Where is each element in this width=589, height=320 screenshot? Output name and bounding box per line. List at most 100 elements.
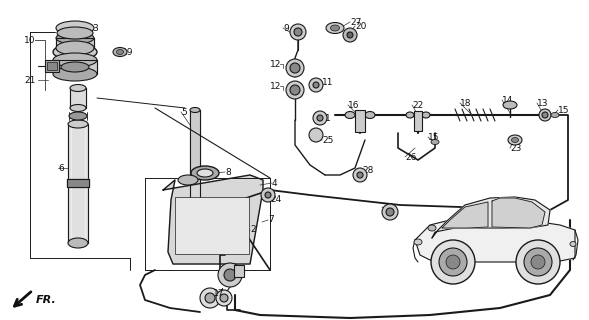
Ellipse shape	[68, 120, 88, 128]
Text: 13: 13	[537, 99, 548, 108]
Polygon shape	[442, 202, 488, 228]
Ellipse shape	[70, 84, 86, 92]
Ellipse shape	[503, 101, 517, 109]
Circle shape	[286, 59, 304, 77]
Circle shape	[439, 248, 467, 276]
Text: 23: 23	[510, 143, 521, 153]
Circle shape	[539, 109, 551, 121]
Text: 18: 18	[460, 99, 472, 108]
Ellipse shape	[326, 22, 344, 34]
Circle shape	[290, 24, 306, 40]
Ellipse shape	[570, 242, 576, 246]
Polygon shape	[67, 179, 89, 187]
Ellipse shape	[70, 105, 86, 111]
Ellipse shape	[345, 111, 355, 118]
Circle shape	[220, 294, 228, 302]
Text: 28: 28	[362, 165, 373, 174]
Text: 16: 16	[348, 100, 359, 109]
Text: 8: 8	[225, 167, 231, 177]
Ellipse shape	[56, 41, 94, 55]
Ellipse shape	[406, 112, 414, 118]
Circle shape	[382, 204, 398, 220]
Ellipse shape	[508, 135, 522, 145]
Ellipse shape	[117, 50, 124, 54]
Bar	[175, 197, 249, 254]
Text: 20: 20	[355, 21, 366, 30]
Bar	[355, 110, 365, 132]
Text: 2: 2	[250, 226, 256, 235]
Text: 15: 15	[428, 132, 439, 141]
Circle shape	[290, 63, 300, 73]
Text: 10: 10	[24, 36, 35, 44]
Ellipse shape	[190, 212, 200, 218]
Ellipse shape	[56, 32, 94, 44]
Ellipse shape	[178, 175, 198, 185]
Polygon shape	[68, 124, 88, 243]
Circle shape	[353, 168, 367, 182]
Text: 24: 24	[270, 196, 282, 204]
Text: 14: 14	[502, 95, 514, 105]
Polygon shape	[190, 110, 200, 215]
Bar	[47, 62, 57, 70]
Circle shape	[294, 28, 302, 36]
Polygon shape	[492, 198, 545, 228]
Ellipse shape	[69, 112, 87, 120]
Ellipse shape	[53, 67, 97, 81]
Ellipse shape	[56, 21, 94, 35]
Circle shape	[446, 255, 460, 269]
Polygon shape	[56, 38, 94, 48]
Polygon shape	[163, 175, 263, 264]
Text: 5: 5	[181, 108, 187, 116]
Circle shape	[261, 188, 275, 202]
Circle shape	[542, 112, 548, 118]
Polygon shape	[70, 88, 86, 108]
Circle shape	[224, 269, 236, 281]
Circle shape	[516, 240, 560, 284]
Ellipse shape	[428, 225, 436, 231]
Text: 3: 3	[92, 23, 98, 33]
Text: 22: 22	[412, 100, 423, 109]
Ellipse shape	[57, 27, 93, 39]
Text: 1: 1	[325, 114, 331, 123]
Text: 20: 20	[382, 203, 393, 212]
Ellipse shape	[61, 62, 89, 72]
Text: 12: 12	[270, 60, 282, 68]
Bar	[414, 111, 422, 131]
Circle shape	[317, 115, 323, 121]
Text: 19: 19	[122, 47, 134, 57]
Ellipse shape	[113, 47, 127, 57]
Ellipse shape	[197, 169, 213, 177]
Circle shape	[218, 263, 242, 287]
Circle shape	[386, 208, 394, 216]
Ellipse shape	[53, 53, 97, 67]
Ellipse shape	[191, 166, 219, 180]
Ellipse shape	[414, 239, 422, 245]
Polygon shape	[53, 60, 97, 74]
Text: FR.: FR.	[36, 295, 57, 305]
Ellipse shape	[68, 238, 88, 248]
Circle shape	[205, 293, 215, 303]
Circle shape	[531, 255, 545, 269]
Text: 27: 27	[350, 18, 362, 27]
Ellipse shape	[551, 113, 559, 117]
Text: 12: 12	[270, 82, 282, 91]
Circle shape	[200, 288, 220, 308]
Ellipse shape	[190, 108, 200, 113]
Text: 7: 7	[268, 215, 274, 225]
Circle shape	[347, 32, 353, 38]
Ellipse shape	[53, 44, 97, 60]
Bar	[234, 265, 244, 277]
Circle shape	[309, 128, 323, 142]
Text: 6: 6	[58, 164, 64, 172]
Text: 17: 17	[213, 289, 224, 298]
Text: 15: 15	[558, 106, 570, 115]
Circle shape	[431, 240, 475, 284]
Circle shape	[265, 192, 271, 198]
Polygon shape	[415, 220, 575, 262]
Circle shape	[524, 248, 552, 276]
Text: 21: 21	[24, 76, 35, 84]
Ellipse shape	[422, 112, 430, 118]
Text: 25: 25	[322, 135, 333, 145]
Ellipse shape	[365, 111, 375, 118]
Text: 9: 9	[283, 23, 289, 33]
